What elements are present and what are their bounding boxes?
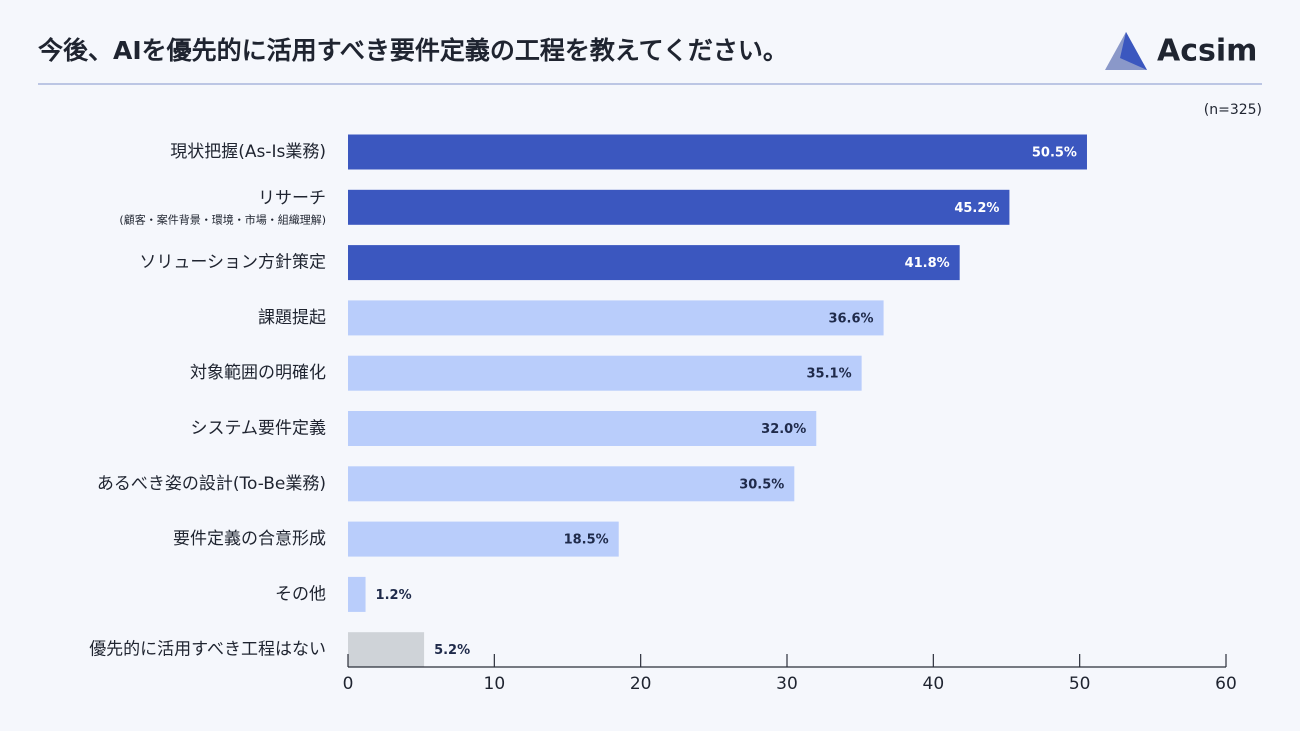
brand-name: Acsim: [1157, 34, 1257, 69]
category-label: 対象範囲の明確化: [190, 363, 326, 383]
x-tick-label: 50: [1069, 674, 1091, 694]
brand-logo: Acsim: [1105, 32, 1257, 70]
x-tick-label: 40: [923, 674, 945, 694]
category-sublabel: (顧客・案件背景・環境・市場・組織理解): [119, 212, 326, 226]
x-tick-label: 10: [484, 674, 506, 694]
sample-note: (n=325): [1204, 102, 1262, 118]
x-tick-label: 60: [1215, 674, 1237, 694]
bar: [348, 355, 862, 391]
x-tick-label: 20: [630, 674, 652, 694]
value-label: 35.1%: [807, 367, 852, 382]
bar: [348, 576, 366, 612]
bar: [348, 411, 817, 446]
category-label: システム要件定義: [191, 419, 327, 439]
value-label: 5.2%: [434, 643, 470, 658]
value-label: 36.6%: [828, 311, 873, 326]
category-label: 要件定義の合意形成: [173, 529, 326, 549]
value-label: 50.5%: [1032, 146, 1077, 161]
value-label: 41.8%: [905, 256, 950, 271]
bar: [348, 466, 795, 502]
bar: [348, 632, 425, 668]
bar: [348, 189, 1010, 225]
category-label: 優先的に活用すべき工程はない: [89, 640, 326, 660]
bar: [348, 521, 619, 557]
value-label: 1.2%: [376, 588, 412, 603]
value-label: 32.0%: [761, 422, 806, 437]
category-label: ソリューション方針策定: [139, 253, 326, 273]
category-label: あるべき姿の設計(To-Be業務): [97, 474, 326, 494]
bar: [348, 245, 960, 281]
bar: [348, 134, 1087, 170]
value-label: 45.2%: [954, 201, 999, 216]
x-tick-label: 30: [776, 674, 798, 694]
category-label: リサーチ: [258, 188, 326, 208]
category-label: 課題提起: [258, 308, 326, 328]
value-label: 30.5%: [739, 477, 784, 492]
bar: [348, 300, 884, 336]
category-label: 現状把握(As-Is業務): [170, 142, 326, 162]
chart-title: 今後、AIを優先的に活用すべき要件定義の工程を教えてください。: [38, 36, 788, 65]
value-label: 18.5%: [564, 533, 609, 548]
logo-icon-face: [1120, 32, 1147, 70]
category-label: その他: [275, 584, 326, 604]
x-tick-label: 0: [343, 674, 354, 694]
